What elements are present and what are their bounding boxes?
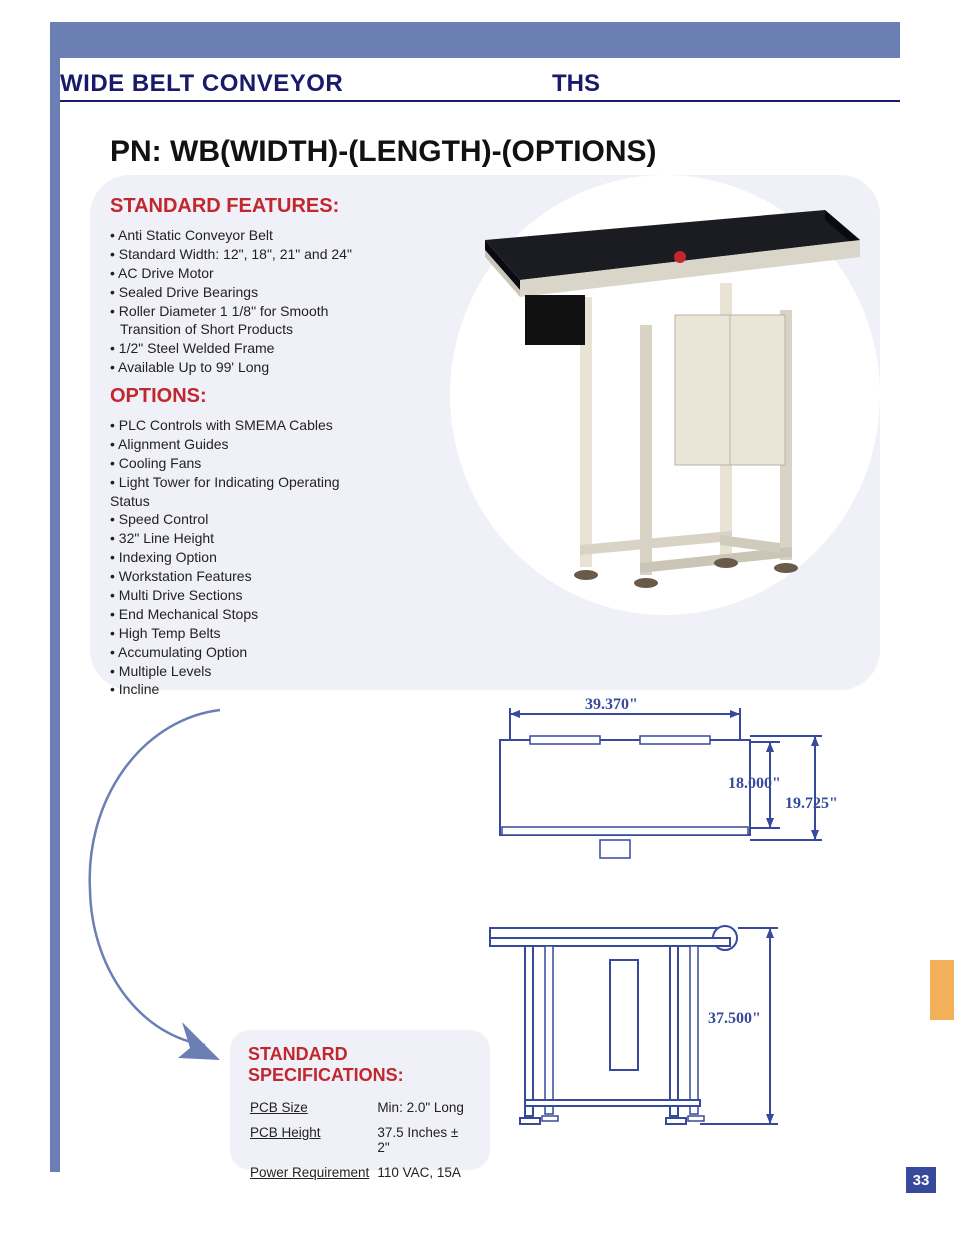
table-row: PCB SizeMin: 2.0" Long — [250, 1096, 470, 1119]
list-item: 1/2" Steel Welded Frame — [110, 339, 380, 358]
left-sidebar-stripe — [50, 22, 60, 1172]
features-list: Anti Static Conveyor BeltStandard Width:… — [110, 226, 380, 377]
list-item: Transition of Short Products — [110, 320, 380, 339]
features-title: STANDARD FEATURES: — [110, 195, 380, 218]
header-right: THS — [552, 70, 900, 98]
spec-value: 110 VAC, 15A — [377, 1161, 470, 1184]
list-item: Multiple Levels — [110, 662, 380, 681]
list-item: Roller Diameter 1 1/8" for Smooth — [110, 302, 380, 321]
list-item: Anti Static Conveyor Belt — [110, 226, 380, 245]
dim-side-h-label: 37.500" — [708, 1010, 761, 1028]
conveyor-illustration — [465, 185, 865, 605]
options-list: PLC Controls with SMEMA CablesAlignment … — [110, 416, 380, 699]
specs-card: STANDARD SPECIFICATIONS: PCB SizeMin: 2.… — [230, 1030, 490, 1170]
header-left: WIDE BELT CONVEYOR — [60, 70, 552, 98]
list-item: PLC Controls with SMEMA Cables — [110, 416, 380, 435]
list-item: Indexing Option — [110, 548, 380, 567]
product-photo — [450, 175, 880, 615]
header-row: WIDE BELT CONVEYOR THS — [60, 70, 900, 102]
dim-inner-h-label: 18.000" — [728, 775, 781, 793]
list-item: End Mechanical Stops — [110, 605, 380, 624]
list-item: Multi Drive Sections — [110, 586, 380, 605]
top-bar — [60, 22, 900, 58]
spec-key: PCB Size — [250, 1096, 375, 1119]
list-item: Workstation Features — [110, 567, 380, 586]
list-item: Available Up to 99' Long — [110, 358, 380, 377]
page-number: 33 — [906, 1167, 936, 1193]
list-item: Light Tower for Indicating Operating Sta… — [110, 473, 380, 511]
part-number-title: PN: WB(WIDTH)-(LENGTH)-(OPTIONS) — [110, 135, 657, 169]
swirl-arrow-icon — [70, 700, 290, 1080]
list-item: Alignment Guides — [110, 435, 380, 454]
specs-title: STANDARD SPECIFICATIONS: — [248, 1044, 472, 1086]
features-block: STANDARD FEATURES: Anti Static Conveyor … — [110, 195, 380, 377]
list-item: Accumulating Option — [110, 643, 380, 662]
list-item: Incline — [110, 680, 380, 699]
side-tab — [930, 960, 954, 1020]
dim-width-label: 39.370" — [585, 696, 638, 714]
spec-value: 37.5 Inches ± 2" — [377, 1121, 470, 1159]
content-card: STANDARD FEATURES: Anti Static Conveyor … — [90, 175, 880, 690]
list-item: High Temp Belts — [110, 624, 380, 643]
spec-value: Min: 2.0" Long — [377, 1096, 470, 1119]
options-title: OPTIONS: — [110, 385, 380, 408]
list-item: AC Drive Motor — [110, 264, 380, 283]
dim-outer-h-label: 19.725" — [785, 795, 838, 813]
list-item: Standard Width: 12", 18", 21" and 24" — [110, 245, 380, 264]
table-row: PCB Height37.5 Inches ± 2" — [250, 1121, 470, 1159]
list-item: 32" Line Height — [110, 529, 380, 548]
side-view-diagram: 37.500" — [470, 910, 850, 1140]
list-item: Cooling Fans — [110, 454, 380, 473]
specs-table: PCB SizeMin: 2.0" LongPCB Height37.5 Inc… — [248, 1094, 472, 1186]
top-view-diagram: 39.370" 18.000" 19.725" — [470, 700, 850, 900]
options-block: OPTIONS: PLC Controls with SMEMA CablesA… — [110, 385, 380, 699]
spec-key: Power Requirement — [250, 1161, 375, 1184]
list-item: Sealed Drive Bearings — [110, 283, 380, 302]
spec-key: PCB Height — [250, 1121, 375, 1159]
table-row: Power Requirement110 VAC, 15A — [250, 1161, 470, 1184]
list-item: Speed Control — [110, 510, 380, 529]
